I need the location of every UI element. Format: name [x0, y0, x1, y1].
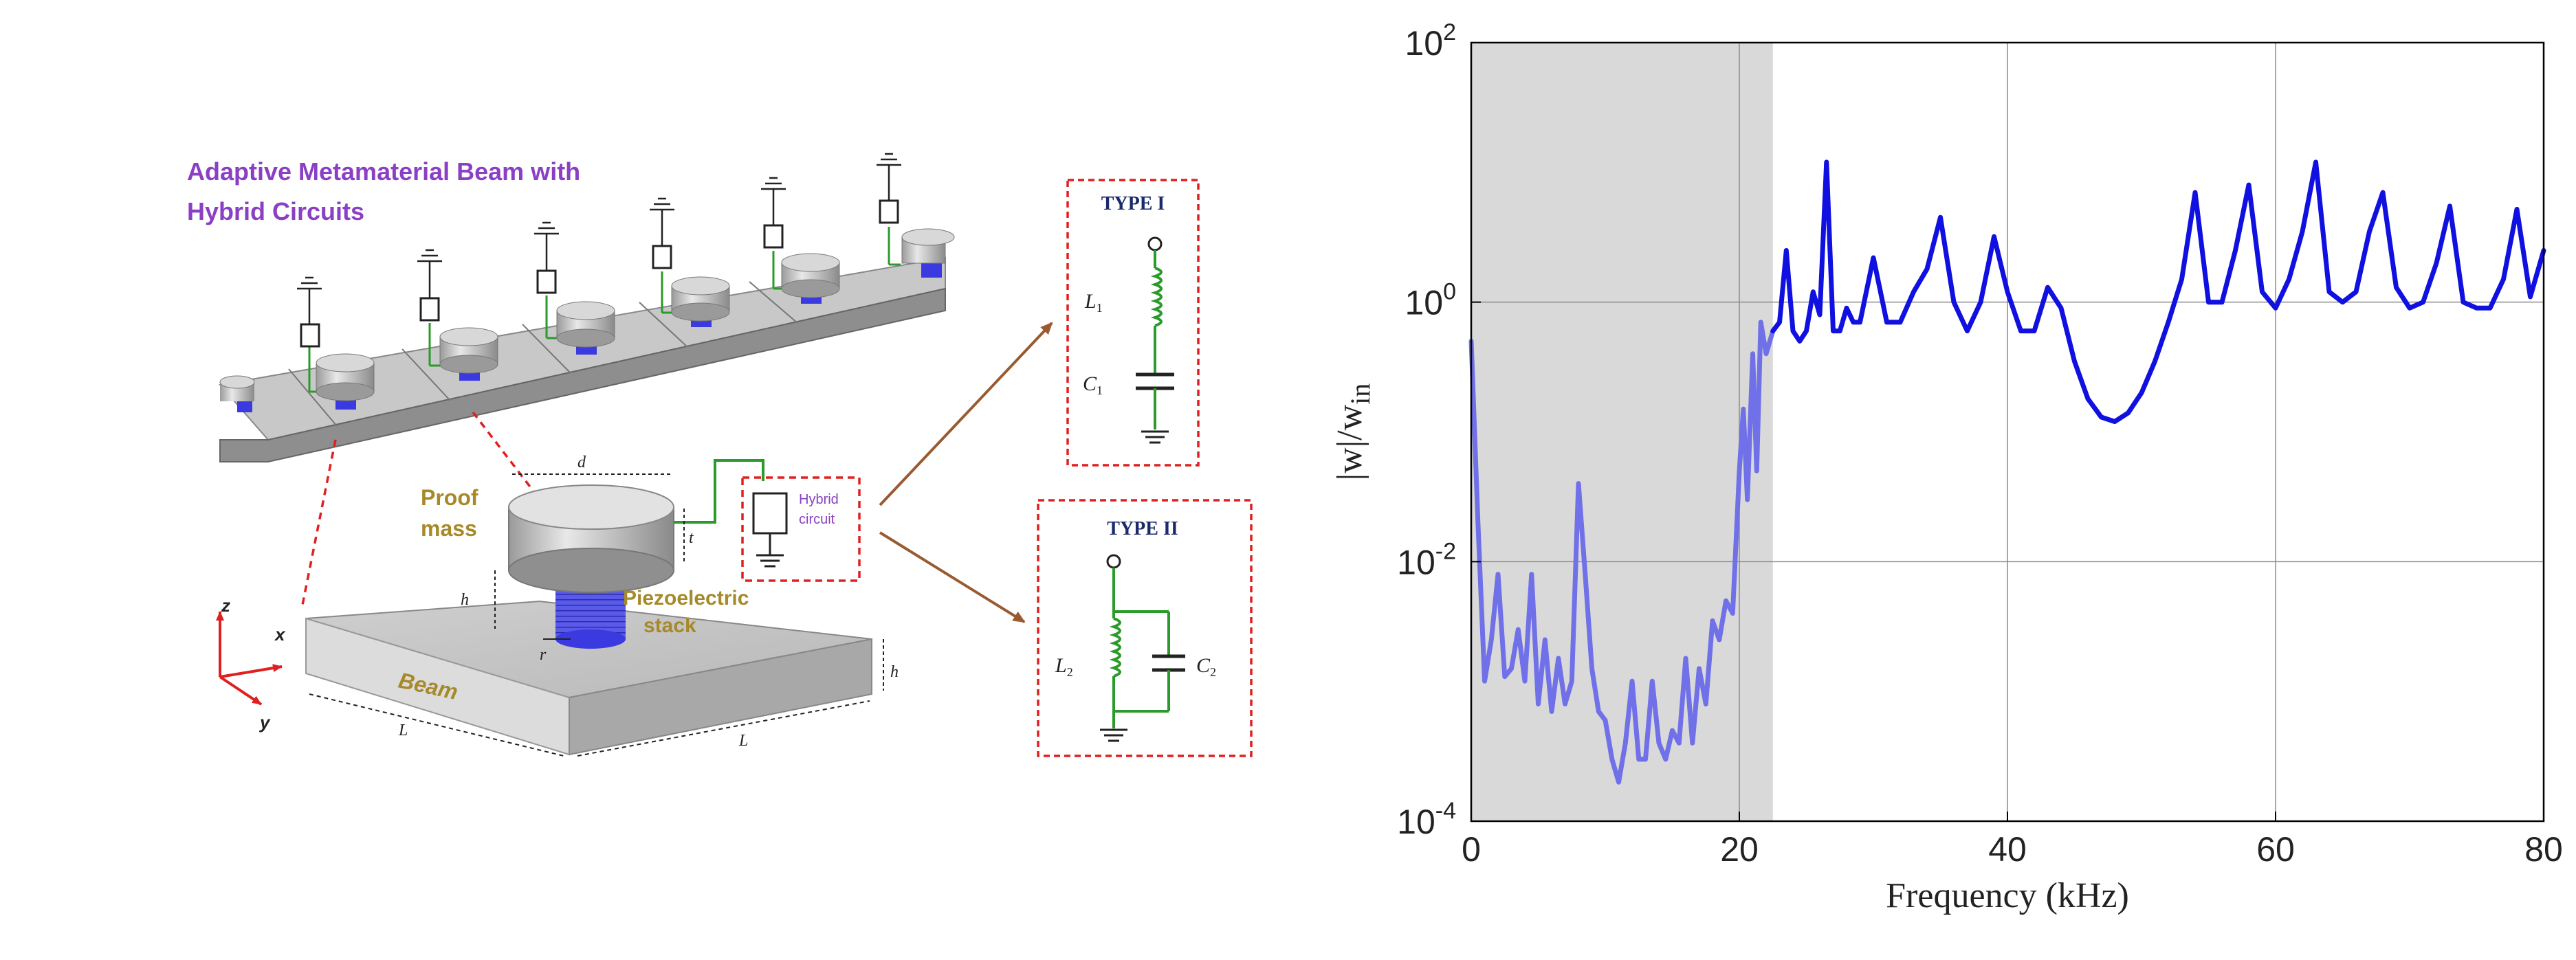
hybrid-circuit-label-line2: circuit	[799, 512, 835, 527]
series-line-2	[1770, 159, 2546, 424]
type1-inductor-sub: 1	[1097, 301, 1103, 315]
coordinate-axes: z x y	[216, 595, 286, 733]
frequency-response-chart: 0 20 40 60 80 10-4 10-2 100 102 Frequency (kHz)…	[1330, 19, 2563, 915]
arrow-to-type2	[879, 531, 1026, 623]
arrow-to-type1	[879, 322, 1053, 506]
shaded-band	[1471, 43, 1773, 821]
y-axis-label-sub: in	[1345, 383, 1376, 405]
y-axis-label-main: |w|/w	[1330, 404, 1369, 480]
type1-capacitor-label: C	[1083, 372, 1097, 395]
x-tick-label: 0	[1462, 830, 1481, 869]
type2-capacitor-sub: 2	[1210, 665, 1216, 679]
svg-text:L1: L1	[1084, 290, 1103, 315]
piezo-label-line2: stack	[643, 614, 696, 637]
svg-text:L: L	[398, 722, 408, 739]
type1-circuit: TYPE I L1 C1	[1066, 179, 1200, 467]
metamaterial-beam-diagram: Adaptive Metamaterial Beam with Hybrid C…	[187, 153, 1253, 757]
piezo-label-line1: Piezoelectric	[623, 587, 749, 610]
hybrid-circuit-label-line1: Hybrid	[799, 492, 839, 507]
hybrid-circuit-box: Hybrid circuit	[741, 476, 861, 582]
svg-text:h: h	[461, 591, 469, 609]
type1-title: TYPE I	[1101, 193, 1165, 214]
type1-capacitor-sub: 1	[1097, 383, 1103, 397]
svg-text:h: h	[890, 663, 899, 681]
x-tick-label: 20	[1720, 830, 1759, 869]
x-tick-label: 60	[2256, 830, 2295, 869]
svg-text:L2: L2	[1055, 654, 1073, 679]
type2-inductor-label: L	[1055, 654, 1067, 677]
resonator-array	[219, 153, 955, 412]
y-axis-label: |w|/win	[1330, 383, 1376, 481]
type2-capacitor-label: C	[1196, 654, 1211, 677]
y-tick-label: 100	[1405, 279, 1456, 322]
type1-inductor-label: L	[1084, 290, 1097, 313]
x-axis-label: Frequency (kHz)	[1886, 876, 2129, 915]
axis-x-label: x	[274, 624, 286, 645]
svg-text:t: t	[689, 529, 694, 547]
axis-y-label: y	[258, 712, 271, 733]
y-tick-labels: 10-4 10-2 100 102	[1397, 19, 1481, 841]
diagram-title-line2: Hybrid Circuits	[187, 197, 364, 225]
x-tick-label: 80	[2524, 830, 2563, 869]
svg-text:d: d	[577, 454, 586, 471]
y-tick-label: 10-2	[1397, 538, 1456, 581]
proof-mass-label-line1: Proof	[421, 485, 478, 510]
svg-text:r: r	[540, 646, 547, 664]
svg-text:C1: C1	[1083, 372, 1103, 397]
type2-circuit: TYPE II L2 C2	[1037, 499, 1253, 757]
diagram-title-line1: Adaptive Metamaterial Beam with	[187, 157, 580, 186]
axis-z-label: z	[221, 595, 230, 616]
y-tick-label: 10-4	[1397, 798, 1456, 841]
unit-cell: d t h r L L h	[305, 454, 899, 757]
x-tick-label: 40	[1988, 830, 2027, 869]
chart-series-group	[1468, 159, 2546, 785]
attenuation-band-shade	[1471, 43, 1773, 821]
svg-text:C2: C2	[1196, 654, 1216, 679]
proof-mass-label-line2: mass	[421, 516, 477, 541]
zoom-lines	[301, 411, 538, 605]
y-tick-label: 102	[1405, 19, 1456, 63]
series-line-1	[1468, 320, 1776, 785]
type2-inductor-sub: 2	[1067, 665, 1073, 679]
svg-text:L: L	[738, 732, 748, 750]
type2-title: TYPE II	[1107, 518, 1178, 539]
x-tick-labels: 0 20 40 60 80	[1462, 812, 2563, 869]
